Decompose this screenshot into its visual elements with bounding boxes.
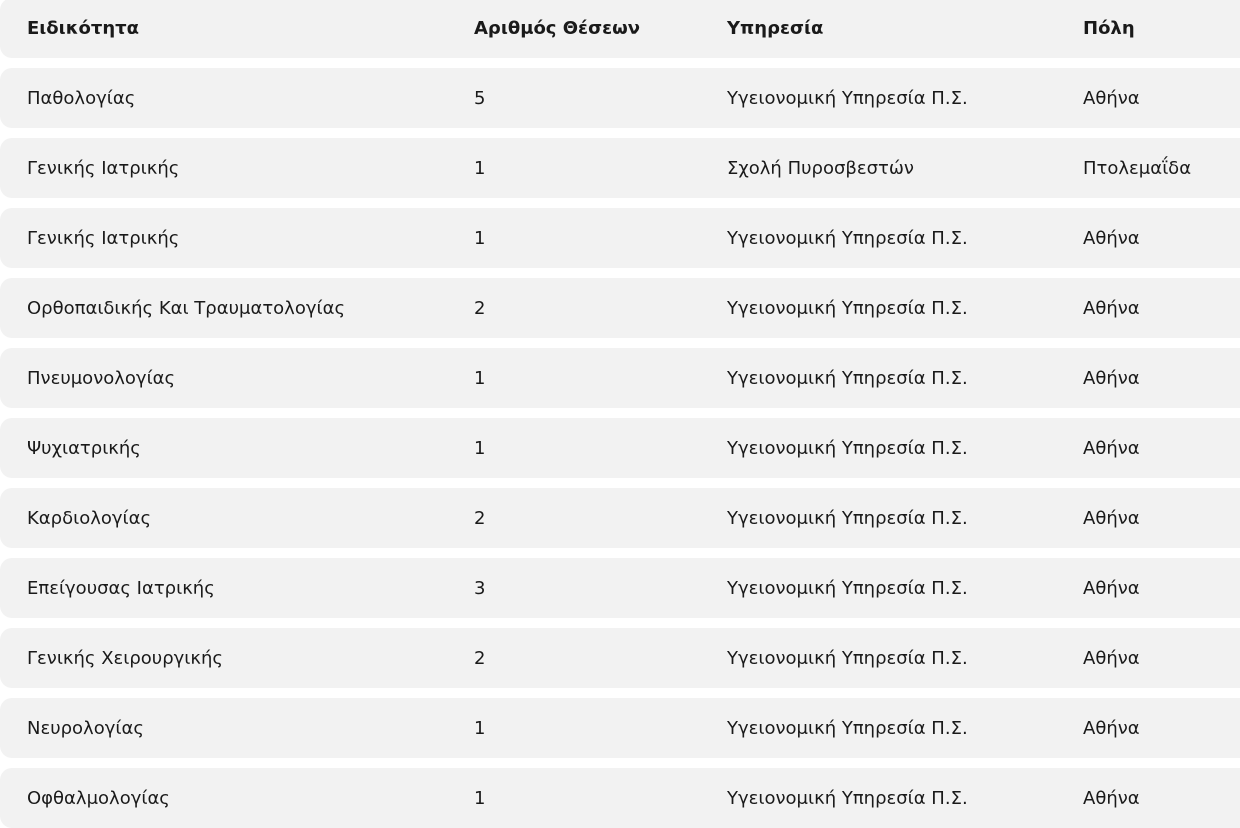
cell-positions: 1 (474, 717, 486, 739)
cell-service: Υγειονομική Υπηρεσία Π.Σ. (727, 227, 968, 249)
table-row: Γενικής Χειρουργικής 2 Υγειονομική Υπηρεσί… (0, 628, 1240, 688)
table-row: Γενικής Ιατρικής 1 Υγειονομική Υπηρεσία Π.… (0, 208, 1240, 268)
cell-service: Υγειονομική Υπηρεσία Π.Σ. (727, 507, 968, 529)
cell-specialty: Επείγουσας Ιατρικής (27, 577, 215, 599)
table-header-row: Ειδικότητα Αριθμός Θέσεων Υπηρεσία Πόλη (0, 0, 1240, 58)
table-row: Γενικής Ιατρικής 1 Σχολή Πυροσβεστών Πτολεμ… (0, 138, 1240, 198)
cell-city: Αθήνα (1083, 577, 1140, 599)
cell-specialty: Πνευμονολογίας (27, 367, 176, 389)
cell-service: Υγειονομική Υπηρεσία Π.Σ. (727, 297, 968, 319)
cell-city: Αθήνα (1083, 647, 1140, 669)
cell-city: Πτολεμαΐδα (1083, 157, 1192, 179)
cell-city: Αθήνα (1083, 297, 1140, 319)
cell-specialty: Οφθαλμολογίας (27, 787, 170, 809)
table-row: Παθολογίας 5 Υγειονομική Υπηρεσία Π.Σ. Αθήν… (0, 68, 1240, 128)
cell-specialty: Γενικής Ιατρικής (27, 227, 180, 249)
cell-positions: 1 (474, 227, 486, 249)
cell-specialty: Ορθοπαιδικής Και Τραυματολογίας (27, 297, 346, 319)
header-specialty: Ειδικότητα (27, 17, 139, 39)
cell-specialty: Ψυχιατρικής (27, 437, 141, 459)
cell-city: Αθήνα (1083, 787, 1140, 809)
header-city: Πόλη (1083, 17, 1135, 39)
table-row: Πνευμονολογίας 1 Υγειονομική Υπηρεσία Π.Σ.… (0, 348, 1240, 408)
table-row: Οφθαλμολογίας 1 Υγειονομική Υπηρεσία Π.Σ. Α… (0, 768, 1240, 828)
cell-positions: 1 (474, 367, 486, 389)
cell-specialty: Παθολογίας (27, 87, 136, 109)
table-row: Νευρολογίας 1 Υγειονομική Υπηρεσία Π.Σ. Αθή… (0, 698, 1240, 758)
cell-specialty: Γενικής Χειρουργικής (27, 647, 223, 669)
cell-positions: 1 (474, 157, 486, 179)
cell-city: Αθήνα (1083, 437, 1140, 459)
table-row: Ψυχιατρικής 1 Υγειονομική Υπηρεσία Π.Σ. Αθή… (0, 418, 1240, 478)
cell-service: Υγειονομική Υπηρεσία Π.Σ. (727, 87, 968, 109)
cell-service: Υγειονομική Υπηρεσία Π.Σ. (727, 367, 968, 389)
cell-city: Αθήνα (1083, 227, 1140, 249)
cell-positions: 5 (474, 87, 486, 109)
table-row: Καρδιολογίας 2 Υγειονομική Υπηρεσία Π.Σ. Αθ… (0, 488, 1240, 548)
cell-service: Υγειονομική Υπηρεσία Π.Σ. (727, 717, 968, 739)
table-row: Επείγουσας Ιατρικής 3 Υγειονομική Υπηρεσία… (0, 558, 1240, 618)
cell-positions: 2 (474, 507, 486, 529)
cell-city: Αθήνα (1083, 507, 1140, 529)
cell-service: Σχολή Πυροσβεστών (727, 157, 914, 179)
cell-positions: 1 (474, 437, 486, 459)
cell-city: Αθήνα (1083, 87, 1140, 109)
cell-service: Υγειονομική Υπηρεσία Π.Σ. (727, 647, 968, 669)
cell-positions: 2 (474, 297, 486, 319)
cell-service: Υγειονομική Υπηρεσία Π.Σ. (727, 787, 968, 809)
cell-positions: 1 (474, 787, 486, 809)
cell-city: Αθήνα (1083, 367, 1140, 389)
header-service: Υπηρεσία (727, 17, 824, 39)
header-positions: Αριθμός Θέσεων (474, 17, 641, 39)
cell-positions: 2 (474, 647, 486, 669)
table-row: Ορθοπαιδικής Και Τραυματολογίας 2 Υγειονομ… (0, 278, 1240, 338)
cell-specialty: Καρδιολογίας (27, 507, 152, 529)
cell-service: Υγειονομική Υπηρεσία Π.Σ. (727, 577, 968, 599)
cell-specialty: Γενικής Ιατρικής (27, 157, 180, 179)
cell-positions: 3 (474, 577, 486, 599)
cell-specialty: Νευρολογίας (27, 717, 144, 739)
cell-city: Αθήνα (1083, 717, 1140, 739)
cell-service: Υγειονομική Υπηρεσία Π.Σ. (727, 437, 968, 459)
